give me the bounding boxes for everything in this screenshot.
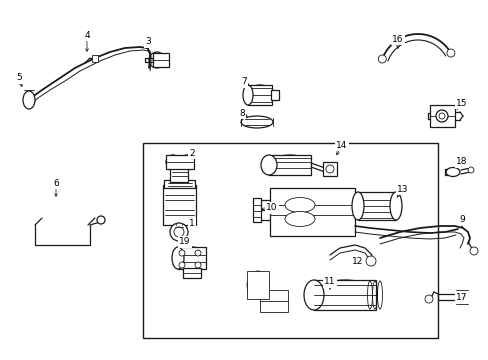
- Bar: [165, 155, 194, 169]
- Bar: [163, 185, 196, 225]
- Ellipse shape: [243, 85, 252, 105]
- Text: 19: 19: [179, 238, 190, 247]
- Ellipse shape: [456, 292, 466, 302]
- Circle shape: [170, 223, 187, 241]
- Ellipse shape: [261, 155, 276, 175]
- Circle shape: [195, 262, 201, 268]
- Circle shape: [438, 113, 444, 119]
- Text: 18: 18: [455, 158, 467, 166]
- Ellipse shape: [245, 85, 273, 105]
- Text: 1: 1: [189, 220, 195, 229]
- Text: 8: 8: [239, 108, 244, 117]
- Ellipse shape: [445, 167, 459, 176]
- Text: 13: 13: [396, 184, 408, 194]
- Text: 7: 7: [241, 77, 246, 86]
- Ellipse shape: [389, 192, 401, 220]
- Circle shape: [179, 250, 184, 256]
- Ellipse shape: [304, 280, 324, 310]
- Bar: [178, 247, 205, 269]
- Bar: [142, 143, 437, 338]
- Text: 2: 2: [189, 148, 194, 158]
- Bar: [247, 85, 271, 105]
- Bar: [429, 105, 454, 127]
- Circle shape: [179, 262, 184, 268]
- Ellipse shape: [178, 247, 205, 269]
- Ellipse shape: [285, 198, 314, 212]
- Circle shape: [467, 167, 473, 173]
- Circle shape: [180, 155, 194, 169]
- Circle shape: [195, 250, 201, 256]
- Bar: [153, 53, 169, 67]
- Circle shape: [446, 49, 454, 57]
- Text: 12: 12: [351, 257, 363, 266]
- Text: 15: 15: [455, 99, 467, 108]
- Circle shape: [174, 227, 183, 237]
- Text: 14: 14: [336, 140, 347, 149]
- Bar: [246, 271, 268, 299]
- Ellipse shape: [268, 155, 310, 175]
- Circle shape: [365, 256, 375, 266]
- Circle shape: [149, 52, 164, 68]
- Ellipse shape: [285, 211, 314, 226]
- Bar: [92, 55, 98, 62]
- Text: 17: 17: [455, 292, 467, 302]
- Bar: [357, 192, 395, 220]
- Ellipse shape: [241, 116, 272, 128]
- Text: 11: 11: [324, 278, 335, 287]
- Text: 10: 10: [265, 203, 277, 212]
- Bar: [269, 188, 354, 236]
- Ellipse shape: [246, 271, 268, 299]
- Ellipse shape: [23, 91, 35, 109]
- Text: 4: 4: [84, 31, 90, 40]
- Bar: [313, 280, 375, 310]
- Circle shape: [424, 295, 432, 303]
- Circle shape: [469, 247, 477, 255]
- Text: 3: 3: [145, 37, 151, 46]
- Circle shape: [325, 165, 333, 173]
- Bar: [252, 198, 261, 222]
- Bar: [260, 290, 287, 312]
- Circle shape: [153, 56, 161, 64]
- Bar: [163, 180, 195, 188]
- Ellipse shape: [172, 247, 183, 269]
- Circle shape: [165, 155, 180, 169]
- Circle shape: [97, 216, 105, 224]
- Text: 6: 6: [53, 179, 59, 188]
- Circle shape: [435, 110, 447, 122]
- Bar: [323, 162, 336, 176]
- Text: 16: 16: [391, 35, 403, 44]
- Bar: [270, 90, 279, 100]
- Ellipse shape: [351, 192, 363, 220]
- Ellipse shape: [312, 280, 377, 310]
- Text: 9: 9: [458, 216, 464, 225]
- Bar: [170, 168, 187, 182]
- Bar: [183, 268, 201, 278]
- Text: 5: 5: [16, 73, 22, 82]
- Bar: [268, 155, 310, 175]
- Circle shape: [378, 55, 386, 63]
